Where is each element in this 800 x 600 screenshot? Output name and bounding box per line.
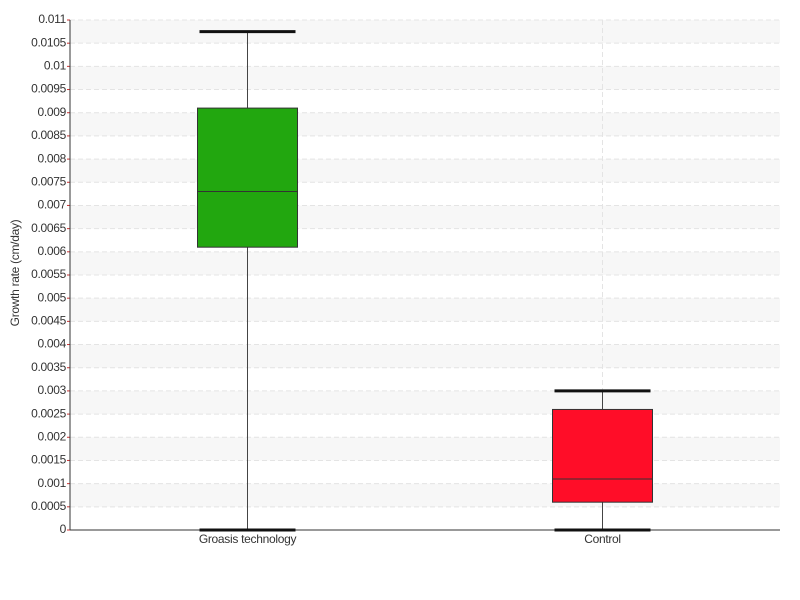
y-tick-label: 0.0025 xyxy=(31,406,67,420)
y-axis-label: Growth rate (cm/day) xyxy=(8,219,22,326)
y-tick-label: 0.009 xyxy=(37,105,66,119)
y-tick-label: 0.003 xyxy=(37,383,66,397)
y-tick-label: 0.0055 xyxy=(31,267,67,281)
box xyxy=(552,408,653,503)
y-tick-label: 0 xyxy=(60,522,67,536)
y-tick-label: 0.0065 xyxy=(31,221,67,235)
grid-band xyxy=(70,112,780,136)
y-tick-label: 0.002 xyxy=(37,429,66,443)
y-tick-label: 0.007 xyxy=(37,198,66,212)
y-tick-label: 0.006 xyxy=(37,244,66,258)
x-tick-label: Groasis technology xyxy=(199,532,297,546)
grid-band xyxy=(70,437,780,461)
grid-band xyxy=(70,159,780,183)
y-tick-label: 0.0095 xyxy=(31,82,67,96)
y-tick-label: 0.008 xyxy=(37,151,66,165)
y-tick-label: 0.005 xyxy=(37,290,66,304)
y-tick-label: 0.0015 xyxy=(31,453,67,467)
y-tick-label: 0.0085 xyxy=(31,128,67,142)
y-tick-label: 0.01 xyxy=(44,59,67,73)
y-tick-label: 0.001 xyxy=(37,476,66,490)
grid-band xyxy=(70,251,780,275)
y-tick-label: 0.0005 xyxy=(31,499,67,513)
y-tick-label: 0.0035 xyxy=(31,360,67,374)
grid-band xyxy=(70,205,780,229)
y-tick-label: 0.0105 xyxy=(31,35,67,49)
grid-band xyxy=(70,344,780,368)
grid-band xyxy=(70,390,780,415)
grid-band xyxy=(70,298,780,322)
y-tick-label: 0.0075 xyxy=(31,174,67,188)
grid-band xyxy=(70,483,780,507)
y-tick-label: 0.011 xyxy=(38,12,66,26)
x-tick-label: Control xyxy=(584,532,621,546)
box xyxy=(197,107,298,248)
grid-band xyxy=(70,20,780,44)
grid-band xyxy=(70,66,780,90)
y-tick-label: 0.004 xyxy=(37,337,66,351)
y-tick-label: 0.0045 xyxy=(31,314,67,328)
